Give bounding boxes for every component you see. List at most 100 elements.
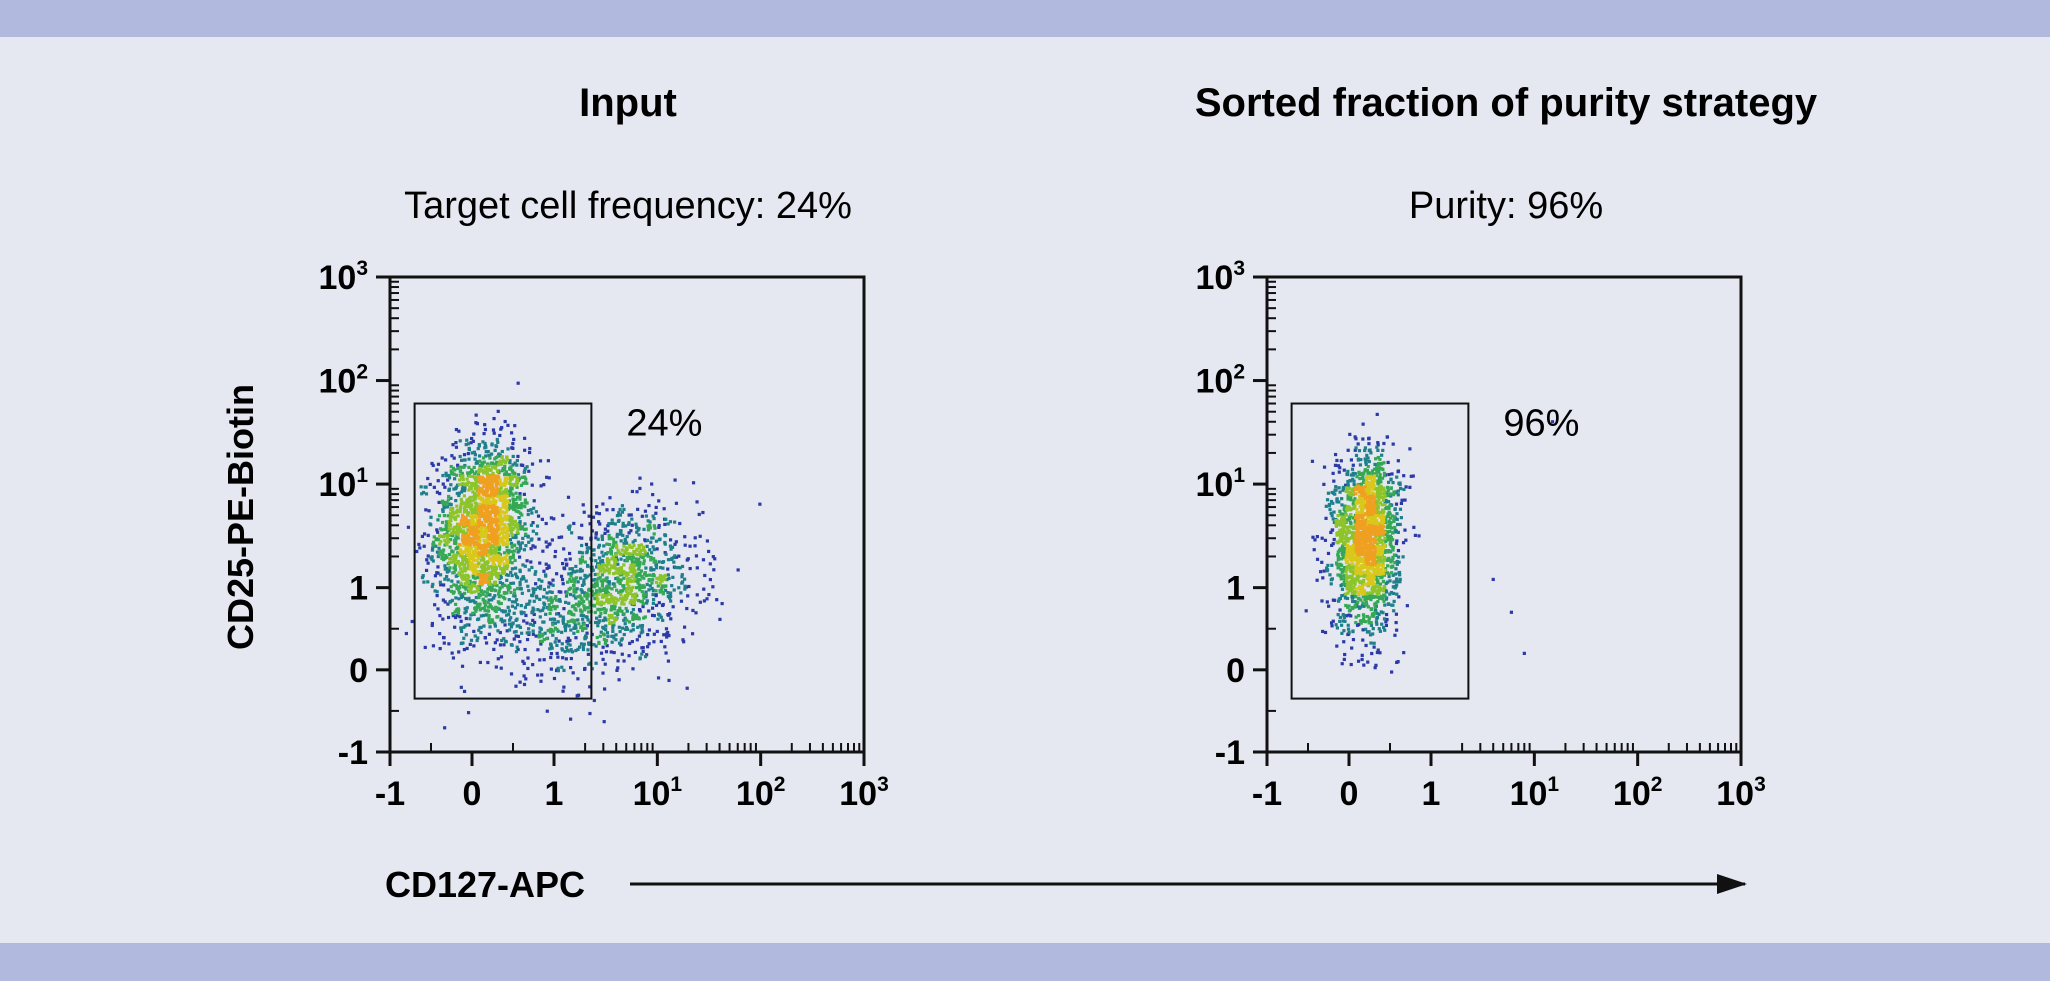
scatter-point: [487, 571, 491, 575]
scatter-point: [1398, 577, 1402, 581]
scatter-point: [1393, 507, 1397, 511]
scatter-point: [1401, 555, 1405, 559]
scatter-point: [446, 602, 450, 606]
scatter-point: [1322, 465, 1327, 469]
scatter-point: [493, 641, 497, 645]
scatter-point: [1361, 437, 1365, 441]
scatter-point: [455, 504, 459, 508]
scatter-point: [424, 485, 428, 489]
scatter-point: [602, 601, 606, 605]
scatter-point: [641, 585, 645, 590]
scatter-point: [1343, 525, 1347, 529]
scatter-point: [619, 566, 624, 571]
scatter-point: [598, 634, 602, 638]
scatter-point: [601, 671, 605, 675]
scatter-point: [486, 605, 490, 609]
scatter-point: [1367, 474, 1371, 478]
scatter-point: [1345, 596, 1350, 601]
scatter-point: [621, 553, 626, 557]
scatter-point: [498, 643, 503, 647]
scatter-point: [566, 580, 570, 584]
scatter-point: [599, 611, 603, 615]
scatter-point: [547, 603, 551, 607]
scatter-point: [449, 464, 453, 469]
scatter-point: [651, 593, 655, 597]
scatter-point: [1387, 520, 1391, 524]
scatter-point: [1342, 516, 1346, 520]
scatter-point: [600, 584, 605, 588]
scatter-point: [1385, 525, 1389, 529]
scatter-point: [1361, 638, 1365, 642]
scatter-point: [449, 589, 453, 593]
scatter-point: [698, 534, 702, 538]
scatter-point: [1364, 582, 1368, 586]
scatter-point: [1342, 519, 1346, 524]
scatter-point: [633, 569, 637, 573]
scatter-point: [604, 608, 608, 612]
scatter-point: [631, 556, 635, 560]
scatter-point: [1353, 581, 1357, 585]
scatter-point: [601, 657, 605, 662]
scatter-point: [494, 571, 498, 576]
scatter-point: [462, 591, 467, 595]
scatter-point: [1355, 577, 1360, 581]
scatter-point: [639, 569, 644, 573]
scatter-point: [513, 592, 517, 596]
scatter-point: [1338, 509, 1342, 513]
scatter-point: [1374, 501, 1378, 505]
scatter-point: [482, 460, 486, 464]
scatter-point: [476, 586, 480, 590]
scatter-point: [509, 541, 514, 545]
scatter-point: [453, 538, 457, 542]
scatter-point: [1345, 577, 1349, 581]
scatter-point: [1509, 610, 1514, 614]
scatter-point: [503, 525, 507, 530]
scatter-point: [630, 640, 634, 644]
scatter-point: [486, 573, 490, 577]
scatter-point: [625, 586, 629, 591]
scatter-point: [473, 482, 477, 486]
scatter-point: [1364, 602, 1368, 606]
scatter-point: [633, 650, 637, 655]
scatter-point: [546, 459, 550, 463]
scatter-point: [474, 508, 478, 512]
scatter-point: [1340, 623, 1344, 627]
scatter-point: [483, 603, 488, 607]
scatter-point: [504, 477, 508, 481]
scatter-point: [509, 616, 513, 620]
scatter-point: [1331, 619, 1335, 623]
scatter-point: [598, 569, 602, 573]
scatter-point: [597, 556, 602, 560]
scatter-point: [1326, 563, 1330, 568]
scatter-point: [627, 654, 631, 658]
scatter-point: [529, 523, 534, 527]
scatter-point: [602, 544, 606, 548]
scatter-point: [530, 565, 534, 570]
scatter-point: [466, 552, 470, 557]
scatter-point: [460, 551, 464, 556]
scatter-point: [1358, 619, 1363, 623]
scatter-point: [629, 598, 633, 603]
scatter-point: [1346, 543, 1350, 547]
scatter-point: [462, 543, 466, 547]
scatter-point: [524, 613, 528, 618]
scatter-point: [475, 489, 480, 493]
scatter-point: [1389, 477, 1393, 481]
scatter-point: [485, 473, 489, 477]
scatter-point: [454, 487, 458, 491]
scatter-point: [1355, 574, 1359, 578]
scatter-point: [563, 649, 567, 654]
scatter-point: [1346, 490, 1351, 494]
scatter-point: [605, 508, 609, 512]
scatter-point: [505, 515, 509, 520]
scatter-point: [571, 569, 575, 573]
scatter-point: [618, 629, 622, 634]
scatter-point: [452, 456, 456, 460]
scatter-point: [479, 498, 483, 502]
scatter-point: [617, 590, 621, 594]
scatter-point: [1372, 614, 1376, 618]
scatter-point: [611, 582, 615, 586]
scatter-point: [449, 556, 453, 561]
scatter-point: [539, 484, 543, 488]
scatter-point: [598, 565, 602, 569]
